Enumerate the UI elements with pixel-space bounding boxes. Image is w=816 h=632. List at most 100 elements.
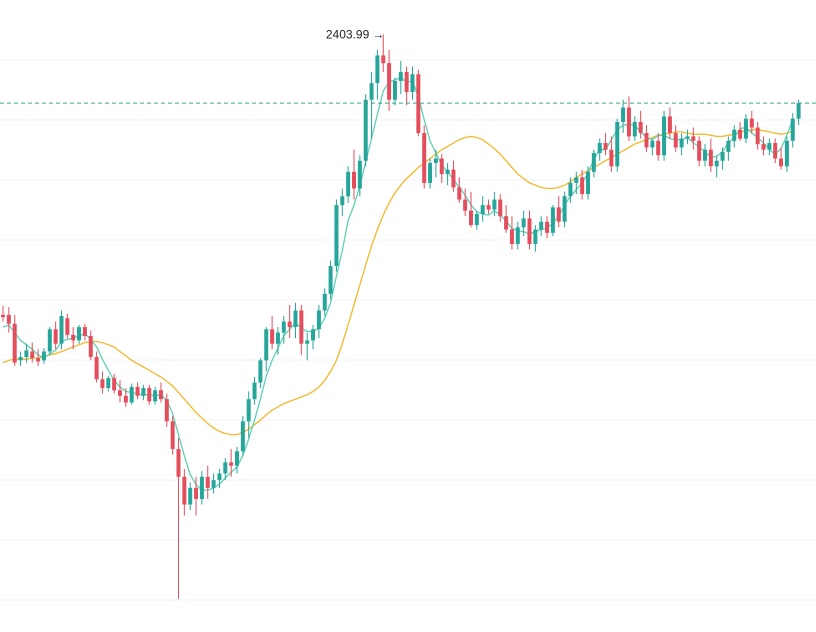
candle-body xyxy=(346,171,351,197)
candle xyxy=(246,391,251,438)
candle xyxy=(515,221,520,250)
gridlines xyxy=(0,59,816,601)
candle xyxy=(556,196,561,228)
candle-body xyxy=(24,350,29,358)
candle-body xyxy=(767,143,772,150)
candle-body xyxy=(738,129,743,139)
candle-body xyxy=(457,187,462,200)
candle-body xyxy=(574,177,579,183)
candle-body xyxy=(275,332,280,344)
candle-body xyxy=(375,55,380,84)
candle-body xyxy=(445,169,450,175)
candle xyxy=(182,469,187,516)
candle-body xyxy=(235,451,239,466)
candle xyxy=(375,49,380,100)
candle xyxy=(252,376,257,405)
candle xyxy=(685,129,690,145)
candle-body xyxy=(463,199,468,211)
candle xyxy=(539,216,544,237)
candle-body xyxy=(305,340,310,344)
candle-body xyxy=(205,476,210,488)
candle-body xyxy=(451,169,456,188)
candle xyxy=(123,388,128,407)
candle xyxy=(223,457,228,481)
candle xyxy=(480,196,485,222)
candle xyxy=(591,149,596,178)
candle-body xyxy=(486,205,491,210)
candle xyxy=(153,386,158,405)
candle xyxy=(492,191,497,217)
candle-body xyxy=(428,162,433,183)
candle xyxy=(352,149,356,200)
candle xyxy=(41,348,46,364)
candle xyxy=(498,194,503,222)
candle xyxy=(714,155,719,178)
candle-body xyxy=(433,158,438,163)
candle xyxy=(697,136,702,167)
candle-body xyxy=(673,133,678,148)
candle xyxy=(53,321,58,350)
candle-body xyxy=(88,335,93,358)
high-arrow-icon: → xyxy=(372,27,384,41)
candle-body xyxy=(586,171,590,195)
candle xyxy=(679,133,684,156)
candle xyxy=(363,94,368,167)
candle xyxy=(199,471,204,505)
candle xyxy=(422,125,427,189)
candle xyxy=(270,316,275,350)
candle xyxy=(322,288,327,316)
candle-body xyxy=(369,83,374,100)
candles xyxy=(1,34,801,599)
candle-body xyxy=(293,310,298,328)
candle xyxy=(410,66,415,100)
high-annotation: 2403.99 → xyxy=(326,27,384,41)
candle-body xyxy=(71,334,76,341)
candle-body xyxy=(773,143,778,159)
candle-body xyxy=(533,229,538,244)
candle-body xyxy=(691,136,696,141)
candle-body xyxy=(474,213,479,226)
candle xyxy=(36,349,41,366)
candle-body xyxy=(539,221,544,230)
candle xyxy=(615,118,620,172)
candle-body xyxy=(147,388,152,402)
candle xyxy=(240,415,245,455)
candle-body xyxy=(36,358,41,362)
candle-body xyxy=(6,314,11,324)
candle xyxy=(217,469,222,488)
candle xyxy=(170,415,175,455)
candle xyxy=(521,210,526,237)
candle xyxy=(626,96,631,141)
candle xyxy=(445,162,450,186)
candle xyxy=(293,302,298,339)
candle-body xyxy=(703,149,707,161)
candle-body xyxy=(697,140,702,161)
candle xyxy=(340,188,345,217)
candle-body xyxy=(545,221,550,233)
candle xyxy=(147,384,152,405)
ma-fast-line xyxy=(2,76,794,491)
candle xyxy=(662,110,667,161)
candle-body xyxy=(621,107,626,122)
candle-body xyxy=(258,360,263,383)
candle-body xyxy=(357,160,362,189)
candle xyxy=(369,72,374,139)
candle-body xyxy=(270,329,275,344)
candle xyxy=(398,60,403,95)
candle-body xyxy=(182,476,187,505)
candle-body xyxy=(316,310,321,330)
candle-body xyxy=(761,144,766,150)
candle-body xyxy=(59,316,64,344)
candle-body xyxy=(796,103,801,119)
candle xyxy=(82,323,87,341)
candle xyxy=(47,327,52,355)
candle-body xyxy=(603,143,608,150)
candle-body xyxy=(515,227,520,244)
candle-body xyxy=(123,395,128,403)
candle-body xyxy=(732,129,737,141)
candle xyxy=(305,332,310,361)
candle xyxy=(755,121,760,150)
candle-body xyxy=(106,378,111,389)
